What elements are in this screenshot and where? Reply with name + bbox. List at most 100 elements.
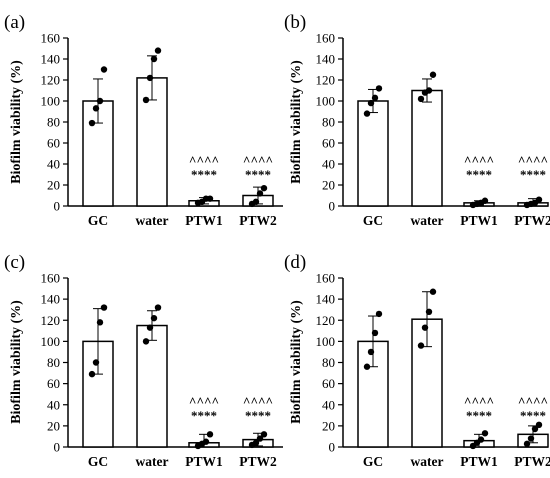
x-tick-label: water [411,213,444,228]
data-point [256,435,264,442]
data-point [375,85,383,92]
y-tick-label: 160 [41,31,61,46]
data-point [371,329,379,337]
data-point [425,308,433,315]
x-tick-label: PTW1 [460,454,498,469]
data-point [256,190,264,197]
data-point [477,436,485,443]
y-axis-title: Biofilm viability (%) [289,60,304,184]
data-point [527,435,535,442]
y-axis-title: Biofilm viability (%) [289,300,304,424]
data-point [96,319,104,326]
x-tick-label: PTW2 [514,213,550,228]
x-tick-label: PTW2 [239,213,277,228]
y-tick-label: 20 [47,418,60,433]
y-tick-label: 120 [316,73,336,88]
y-tick-label: 160 [316,31,336,46]
data-point [363,363,371,370]
y-tick-label: 20 [322,178,335,193]
panel-label: (b) [284,12,306,33]
y-tick-label: 60 [322,136,335,151]
panel-d: (d) Biofilm viability (%) 0 20 40 60 80 100 120 1… [284,252,550,469]
x-tick-label: PTW1 [185,213,223,228]
data-point [371,94,379,102]
y-tick-label: 0 [329,199,336,214]
significance-label: ^^^^ [518,394,548,409]
data-point [92,359,100,366]
data-point [142,338,150,345]
x-tick-label: water [136,454,169,469]
y-tick-label: 100 [41,334,61,349]
x-tick-label: water [411,454,444,469]
data-point [425,87,433,94]
data-point [481,430,489,437]
significance-label: **** [245,167,271,182]
y-tick-label: 60 [322,376,335,391]
y-tick-label: 120 [316,313,336,328]
data-point [100,66,108,73]
y-tick-label: 40 [322,397,335,412]
y-tick-label: 140 [41,52,61,67]
significance-label: **** [191,408,217,423]
data-point [206,431,214,438]
data-point [252,439,260,446]
data-point [375,310,383,318]
y-tick-label: 80 [322,355,335,370]
x-tick-label: GC [88,454,108,469]
significance-label: **** [245,408,271,423]
significance-label: ^^^^ [189,394,219,409]
data-point [535,421,543,429]
data-point [481,197,489,204]
data-point [421,324,429,331]
data-point [417,342,425,349]
y-axis-title: Biofilm viability (%) [9,60,24,184]
significance-label: **** [520,167,546,182]
panel-b: (b) Biofilm viability (%) 0 20 40 60 80 100 120 1… [284,12,550,228]
y-tick-label: 160 [41,271,61,286]
x-tick-label: GC [363,454,383,469]
x-tick-label: PTW2 [514,454,550,469]
data-point [429,71,437,78]
data-point [150,55,158,63]
bar-water [411,89,443,207]
significance-label: ^^^^ [518,153,548,168]
significance-label: ^^^^ [189,153,219,168]
data-point [523,440,531,448]
y-tick-label: 120 [41,73,61,88]
bar-water [136,324,168,448]
x-tick-label: PTW2 [239,454,277,469]
y-tick-label: 40 [322,157,335,172]
panel-label: (c) [4,252,25,273]
data-point [146,324,154,331]
data-point [535,196,543,203]
data-point [367,99,375,107]
y-tick-label: 60 [47,376,60,391]
bar-gc [357,100,389,207]
data-point [150,314,158,322]
significance-label: ^^^^ [243,153,273,168]
panel-label: (a) [4,12,25,33]
data-point [417,95,425,103]
x-tick-label: GC [363,213,383,228]
significance-label: **** [466,408,492,423]
data-point [154,304,162,311]
x-tick-label: water [136,213,169,228]
data-point [146,74,154,82]
data-point [260,184,268,192]
data-point [363,110,371,117]
y-tick-label: 40 [47,397,60,412]
data-point [252,198,260,205]
data-point [202,438,210,445]
y-tick-label: 80 [47,355,60,370]
y-tick-label: 100 [41,94,61,109]
data-point [88,119,96,127]
data-point [142,96,150,104]
data-point [531,425,539,433]
y-tick-label: 60 [47,136,60,151]
data-point [88,370,96,378]
significance-label: **** [466,167,492,182]
y-tick-label: 140 [41,292,61,307]
panel-label: (d) [284,252,306,273]
significance-label: **** [520,408,546,423]
x-tick-label: PTW1 [185,454,223,469]
